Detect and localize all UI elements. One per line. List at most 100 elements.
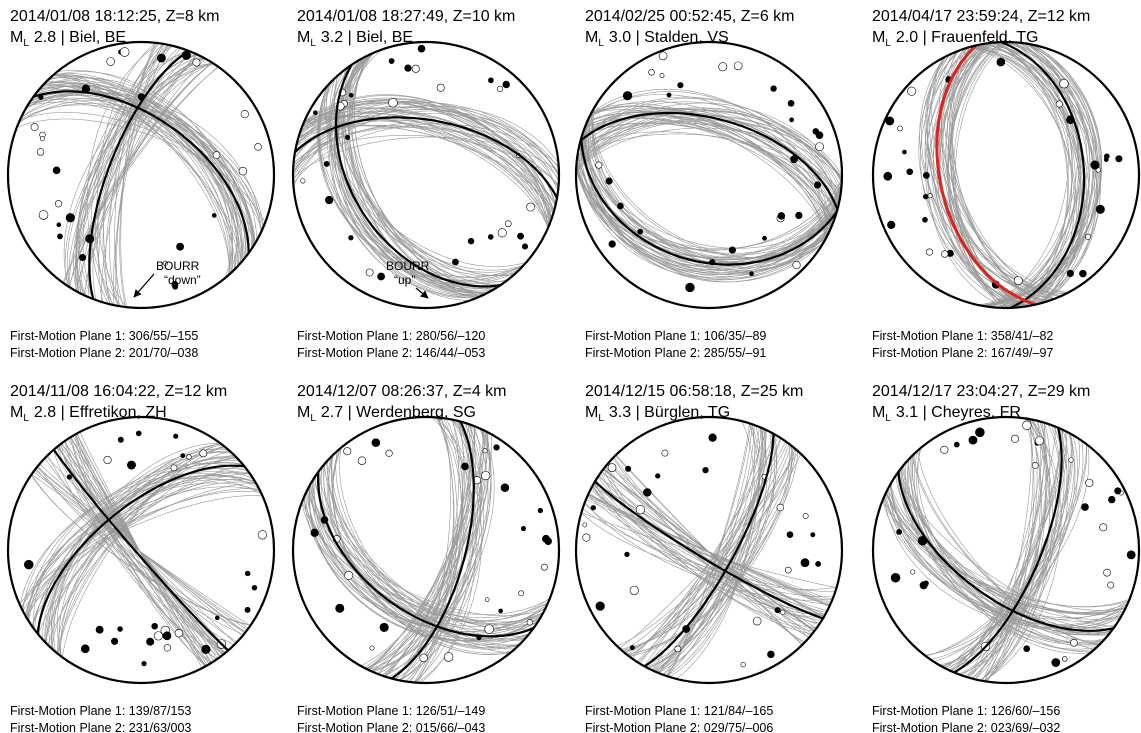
stereonet xyxy=(581,420,837,680)
polarity-dot xyxy=(582,533,591,542)
polarity-dot xyxy=(117,436,124,443)
polarity-dot xyxy=(674,645,682,653)
solution-arc xyxy=(405,418,464,682)
solution-arc xyxy=(588,101,830,233)
polarity-dot xyxy=(365,268,374,277)
solution-arc xyxy=(580,140,838,249)
solution-arc xyxy=(588,91,830,232)
solution-arc xyxy=(579,142,839,274)
polarity-dot xyxy=(452,258,459,266)
polarity-dot xyxy=(170,464,178,472)
mag-text: 2.8 | Effretikon, ZH xyxy=(34,404,167,421)
polarity-dot xyxy=(968,435,978,445)
nodal-plane-2 xyxy=(935,44,1037,307)
solution-arc xyxy=(916,447,1091,654)
magnitude-line: ML 3.3 | Bürglen, TG xyxy=(585,404,730,424)
polarity-dot xyxy=(885,116,895,126)
solution-arc xyxy=(590,109,828,237)
polarity-dot xyxy=(658,51,668,61)
solution-arc xyxy=(337,59,492,292)
solution-arc xyxy=(588,494,830,606)
polarity-dot xyxy=(244,570,251,577)
polarity-dot xyxy=(504,220,512,228)
solution-arc xyxy=(938,43,1030,307)
mag-symbol: M xyxy=(585,29,598,46)
polarity-dot xyxy=(655,473,661,479)
polarity-dot xyxy=(521,243,529,250)
solution-arc xyxy=(576,160,842,274)
solution-arc xyxy=(914,450,1095,651)
polarity-dot xyxy=(141,661,147,667)
solution-arc xyxy=(576,120,842,178)
solution-arc xyxy=(981,419,1038,681)
solution-arc xyxy=(997,42,1076,308)
solution-arc xyxy=(41,85,242,264)
polarity-dot xyxy=(526,619,533,626)
magnitude-line: ML 2.7 | Werdenberg, SG xyxy=(297,404,476,424)
solution-arc xyxy=(663,424,755,676)
nodal-plane-1 xyxy=(594,480,824,620)
polarity-dot xyxy=(718,62,728,72)
solution-arc xyxy=(587,112,831,230)
solution-arc xyxy=(619,451,799,649)
solution-arc xyxy=(300,102,552,220)
solution-arc xyxy=(19,495,263,605)
nodal-plane-1 xyxy=(33,90,250,254)
polarity-dot xyxy=(815,560,822,567)
polarity-dot xyxy=(176,242,185,251)
polarity-dot xyxy=(300,178,306,184)
solution-arc xyxy=(576,114,842,182)
stereonet xyxy=(293,44,559,301)
polarity-dot xyxy=(518,590,525,597)
polarity-dot xyxy=(379,622,389,632)
polarity-dot xyxy=(1090,160,1100,170)
solution-arc xyxy=(991,42,1080,308)
solution-arc xyxy=(42,80,243,265)
polarity-dot xyxy=(625,465,632,472)
polarity-dot xyxy=(111,637,119,645)
solution-arc xyxy=(344,61,496,289)
focal-sphere xyxy=(291,40,561,310)
panel-title: 2014/04/17 23:59:24, Z=12 km xyxy=(872,8,1090,25)
plane-1-label: First-Motion Plane 1: 280/56/–120 xyxy=(297,329,485,343)
polarity-dot xyxy=(815,142,824,152)
polarity-dot xyxy=(605,177,613,185)
solution-arc xyxy=(669,422,759,678)
polarity-dot xyxy=(1031,462,1039,469)
solution-arc xyxy=(293,110,559,182)
magnitude-line: ML 3.1 | Cheyres, FR xyxy=(872,404,1021,424)
mag-symbol: M xyxy=(10,29,23,46)
plane-2-label: First-Motion Plane 2: 029/75/–006 xyxy=(585,721,773,733)
solution-arc xyxy=(56,446,225,654)
solution-arc xyxy=(982,418,1062,682)
solution-arc xyxy=(986,418,1035,682)
solution-arc xyxy=(330,455,520,646)
solution-arc xyxy=(300,108,552,220)
panel: 2014/12/17 23:04:27, Z=29 km ML 3.1 | Chey… xyxy=(871,383,1141,733)
polarity-dot xyxy=(922,172,930,179)
polarity-dot xyxy=(582,522,588,528)
solution-arc xyxy=(587,495,831,605)
solution-arc xyxy=(20,104,263,231)
polarity-dot xyxy=(883,171,893,181)
polarity-dot xyxy=(343,447,352,456)
polarity-dot xyxy=(404,64,412,72)
annotation-line1: BOURR xyxy=(386,259,430,273)
mag-symbol: M xyxy=(872,404,885,421)
solution-arc xyxy=(351,54,483,296)
solution-arc xyxy=(353,55,485,295)
solution-arc xyxy=(885,492,1127,625)
solution-arc xyxy=(576,167,842,258)
solution-arc xyxy=(53,74,231,275)
solution-arc xyxy=(304,94,549,229)
nodal-plane-2 xyxy=(579,111,839,210)
solution-arc xyxy=(600,472,818,628)
solution-arc xyxy=(925,444,1088,657)
solution-arc xyxy=(312,479,540,639)
polarity-dot xyxy=(180,453,186,458)
polarity-dot xyxy=(240,110,249,119)
polarity-dot xyxy=(770,85,777,92)
polarity-dot xyxy=(251,584,258,591)
solution-arc xyxy=(57,446,225,654)
polarity-dot xyxy=(595,601,605,611)
